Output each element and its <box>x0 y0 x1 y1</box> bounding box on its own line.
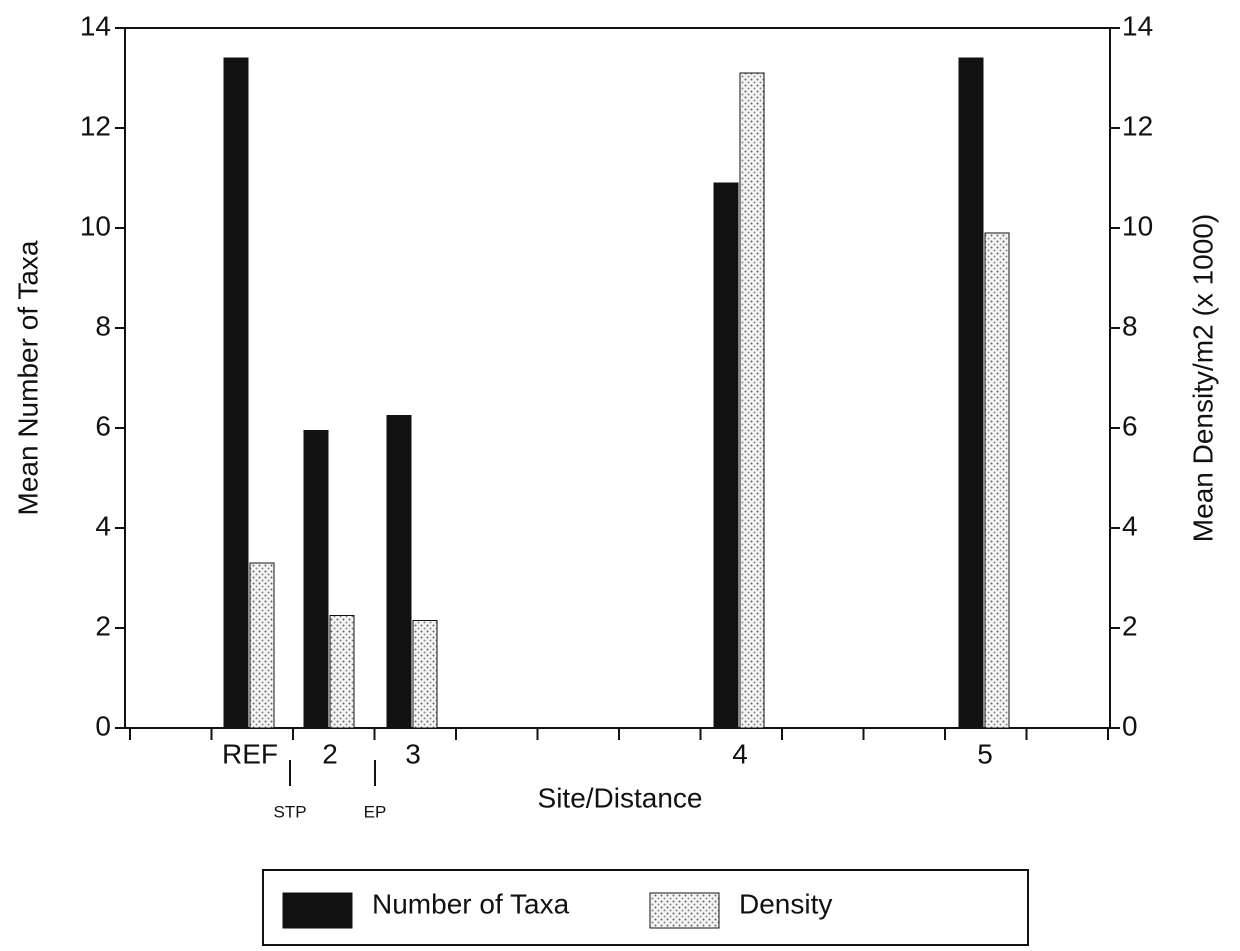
y2-tick-label: 6 <box>1122 410 1138 441</box>
bar <box>958 57 984 729</box>
y-tick-label: 6 <box>95 410 111 441</box>
y2-tick-label: 10 <box>1122 210 1153 241</box>
y-tick-label: 10 <box>80 210 111 241</box>
y2-tick-label: 0 <box>1122 710 1138 741</box>
y-tick-label: 8 <box>95 310 111 341</box>
bar <box>739 72 765 729</box>
bar <box>303 430 329 729</box>
bar <box>386 415 412 729</box>
y2-tick-label: 4 <box>1122 510 1138 541</box>
x-tick-label: REF <box>222 738 278 769</box>
legend-label: Density <box>739 888 832 919</box>
bar <box>249 562 275 729</box>
y2-tick-label: 14 <box>1122 10 1153 41</box>
legend-swatch <box>649 892 720 929</box>
x-tick-label: 2 <box>322 738 338 769</box>
annotation: STP <box>273 802 306 821</box>
x-tick-label: 4 <box>732 738 748 769</box>
x-tick-label: 3 <box>405 738 421 769</box>
y-tick-label: 12 <box>80 110 111 141</box>
annotation: EP <box>364 802 387 821</box>
bar <box>412 620 438 729</box>
bar <box>984 232 1010 729</box>
legend-box <box>262 869 1029 946</box>
bar <box>713 182 739 729</box>
y-tick-label: 4 <box>95 510 111 541</box>
x-axis-title: Site/Distance <box>538 782 703 813</box>
legend-swatch <box>282 892 353 929</box>
y2-tick-label: 12 <box>1122 110 1153 141</box>
y2-tick-label: 2 <box>1122 610 1138 641</box>
y-axis-title: Mean Number of Taxa <box>12 240 43 515</box>
y2-axis-title: Mean Density/m2 (x 1000) <box>1187 214 1218 542</box>
bar <box>223 57 249 729</box>
y2-tick-label: 8 <box>1122 310 1138 341</box>
legend-label: Number of Taxa <box>372 888 570 919</box>
y-tick-label: 0 <box>95 710 111 741</box>
y-tick-label: 14 <box>80 10 111 41</box>
bar <box>329 615 355 729</box>
x-tick-label: 5 <box>977 738 993 769</box>
y-tick-label: 2 <box>95 610 111 641</box>
